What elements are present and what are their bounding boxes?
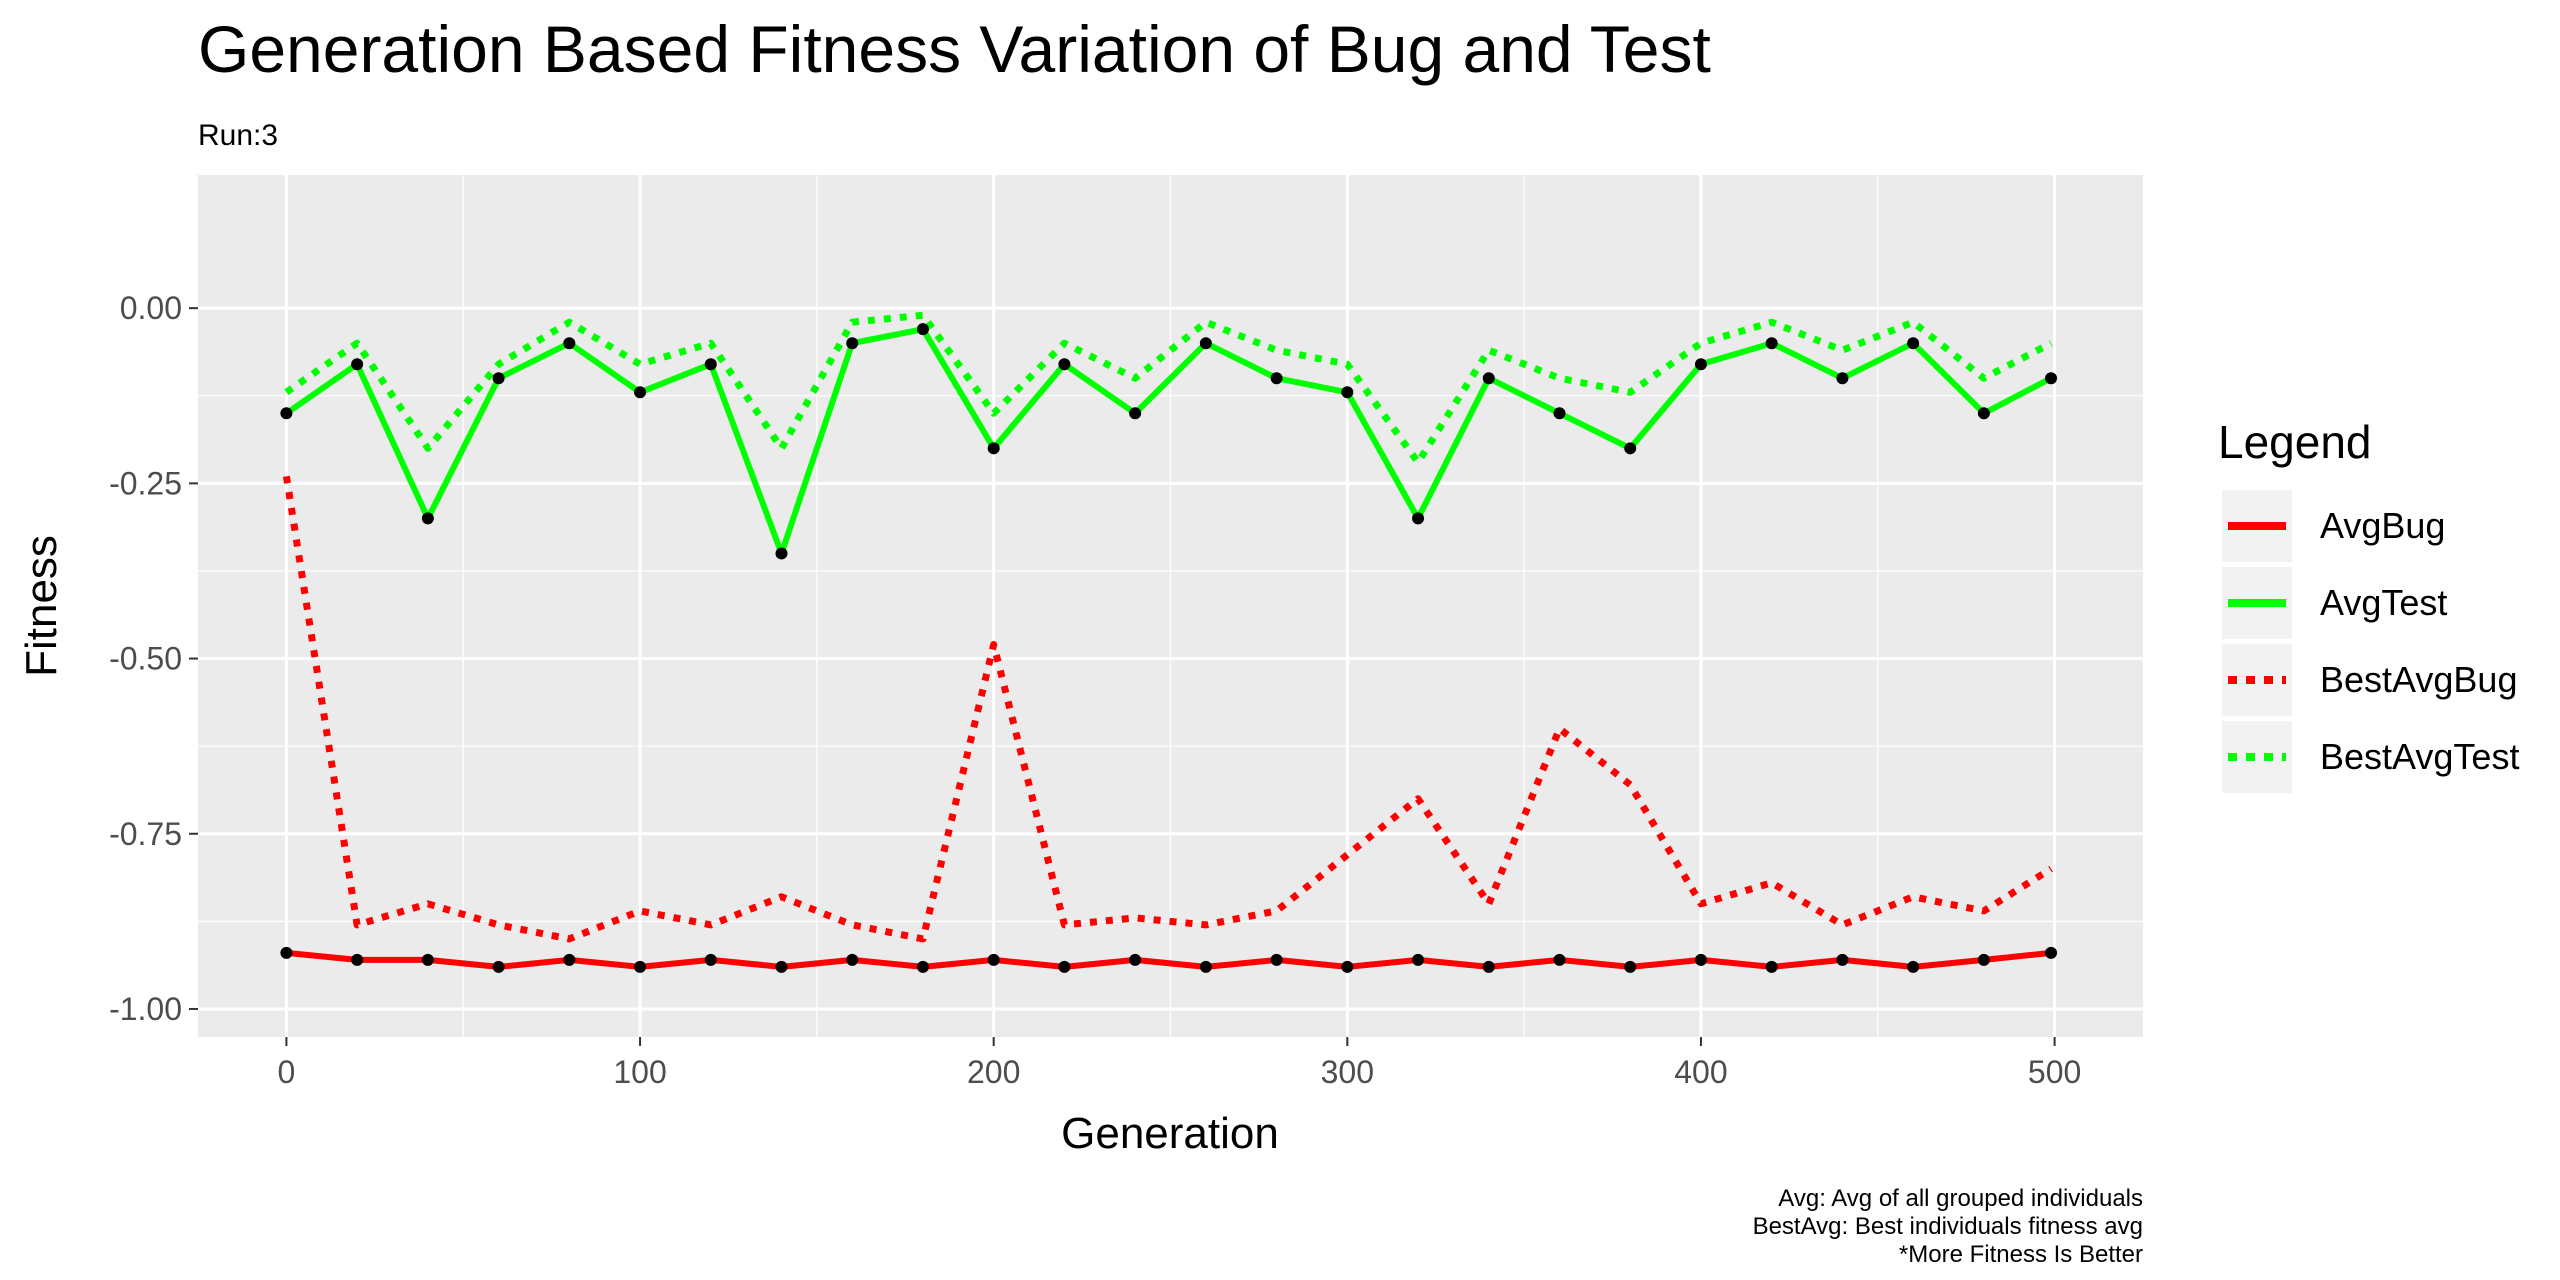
data-point-avgtest xyxy=(1907,337,1920,350)
data-point-avgbug xyxy=(1836,953,1849,966)
data-point-avgtest xyxy=(1270,372,1283,385)
data-point-avgtest xyxy=(1694,358,1707,371)
points-layer xyxy=(280,323,2058,973)
data-point-avgtest xyxy=(1412,512,1425,525)
data-point-avgtest xyxy=(1058,358,1071,371)
data-point-avgbug xyxy=(2045,946,2058,959)
x-tick-label: 300 xyxy=(1321,1054,1374,1090)
data-point-avgbug xyxy=(1058,960,1071,973)
y-tick-label: -0.25 xyxy=(109,465,182,501)
data-point-avgtest xyxy=(1199,337,1212,350)
caption-line-2: BestAvg: Best individuals fitness avg xyxy=(1753,1213,2143,1240)
data-point-avgbug xyxy=(704,953,717,966)
data-point-avgbug xyxy=(846,953,859,966)
data-point-avgtest xyxy=(704,358,717,371)
caption-line-1: Avg: Avg of all grouped individuals xyxy=(1778,1185,2143,1212)
data-point-avgtest xyxy=(916,323,929,336)
chart-subtitle: Run:3 xyxy=(198,119,278,152)
data-point-avgbug xyxy=(1270,953,1283,966)
data-point-avgtest xyxy=(1129,407,1142,420)
legend: Legend AvgBug AvgTest BestAvgBug BestAvgTes… xyxy=(2218,416,2519,793)
x-tick-label: 500 xyxy=(2028,1054,2081,1090)
series-line-avgtest xyxy=(284,326,2053,557)
legend-label-bestavgbug: BestAvgBug xyxy=(2320,659,2517,700)
series-line-bestavgtest xyxy=(284,311,2053,466)
y-tick-label: -0.75 xyxy=(109,816,182,852)
data-point-avgtest xyxy=(280,407,293,420)
data-point-avgbug xyxy=(1765,960,1778,973)
legend-label-bestavgtest: BestAvgTest xyxy=(2320,736,2519,777)
data-point-avgtest xyxy=(1553,407,1566,420)
data-point-avgtest xyxy=(775,547,788,560)
data-point-avgtest xyxy=(1977,407,1990,420)
data-point-avgtest xyxy=(1765,337,1778,350)
data-point-avgtest xyxy=(1482,372,1495,385)
data-point-avgbug xyxy=(1907,960,1920,973)
data-point-avgbug xyxy=(916,960,929,973)
data-point-avgbug xyxy=(1199,960,1212,973)
data-point-avgtest xyxy=(563,337,576,350)
data-point-avgbug xyxy=(280,946,293,959)
data-point-avgtest xyxy=(1341,386,1354,399)
data-point-avgtest xyxy=(846,337,859,350)
data-point-avgtest xyxy=(634,386,647,399)
data-point-avgtest xyxy=(492,372,505,385)
data-point-avgbug xyxy=(421,953,434,966)
x-tick-label: 0 xyxy=(278,1054,296,1090)
y-axis-title: Fitness xyxy=(17,535,66,677)
legend-label-avgbug: AvgBug xyxy=(2320,505,2445,546)
y-tick-label: 0.00 xyxy=(120,290,182,326)
caption-line-3: *More Fitness Is Better xyxy=(1899,1241,2143,1268)
data-point-avgbug xyxy=(775,960,788,973)
data-point-avgtest xyxy=(421,512,434,525)
x-tick-label: 100 xyxy=(613,1054,666,1090)
data-point-avgtest xyxy=(1836,372,1849,385)
caption: Avg: Avg of all grouped individuals Best… xyxy=(1753,1185,2143,1268)
data-point-avgbug xyxy=(1129,953,1142,966)
x-tick-label: 400 xyxy=(1674,1054,1727,1090)
y-tick-label: -0.50 xyxy=(109,641,182,677)
x-axis-title: Generation xyxy=(1061,1109,1279,1158)
data-point-avgbug xyxy=(1553,953,1566,966)
legend-label-avgtest: AvgTest xyxy=(2320,582,2447,623)
data-point-avgbug xyxy=(1694,953,1707,966)
x-tick-label: 200 xyxy=(967,1054,1020,1090)
y-tick-label: -1.00 xyxy=(109,991,182,1027)
series-line-bestavgbug xyxy=(282,475,2053,943)
data-point-avgbug xyxy=(1624,960,1637,973)
data-point-avgbug xyxy=(492,960,505,973)
data-point-avgbug xyxy=(563,953,576,966)
grid xyxy=(198,175,2143,1037)
data-point-avgtest xyxy=(1624,442,1637,455)
data-point-avgbug xyxy=(1341,960,1354,973)
data-point-avgbug xyxy=(987,953,1000,966)
y-axis: -1.00 -0.75 -0.50 -0.25 0.00 xyxy=(109,290,198,1027)
series-layer xyxy=(282,311,2053,970)
x-axis: 0 100 200 300 400 500 xyxy=(278,1037,2081,1090)
data-point-avgbug xyxy=(634,960,647,973)
series-line-avgbug xyxy=(286,949,2052,970)
data-point-avgbug xyxy=(1412,953,1425,966)
data-point-avgbug xyxy=(1482,960,1495,973)
data-point-avgtest xyxy=(2045,372,2058,385)
data-point-avgbug xyxy=(1977,953,1990,966)
data-point-avgtest xyxy=(351,358,364,371)
data-point-avgtest xyxy=(987,442,1000,455)
data-point-avgbug xyxy=(351,953,364,966)
legend-title: Legend xyxy=(2218,416,2372,468)
chart-title: Generation Based Fitness Variation of Bu… xyxy=(198,12,1711,86)
